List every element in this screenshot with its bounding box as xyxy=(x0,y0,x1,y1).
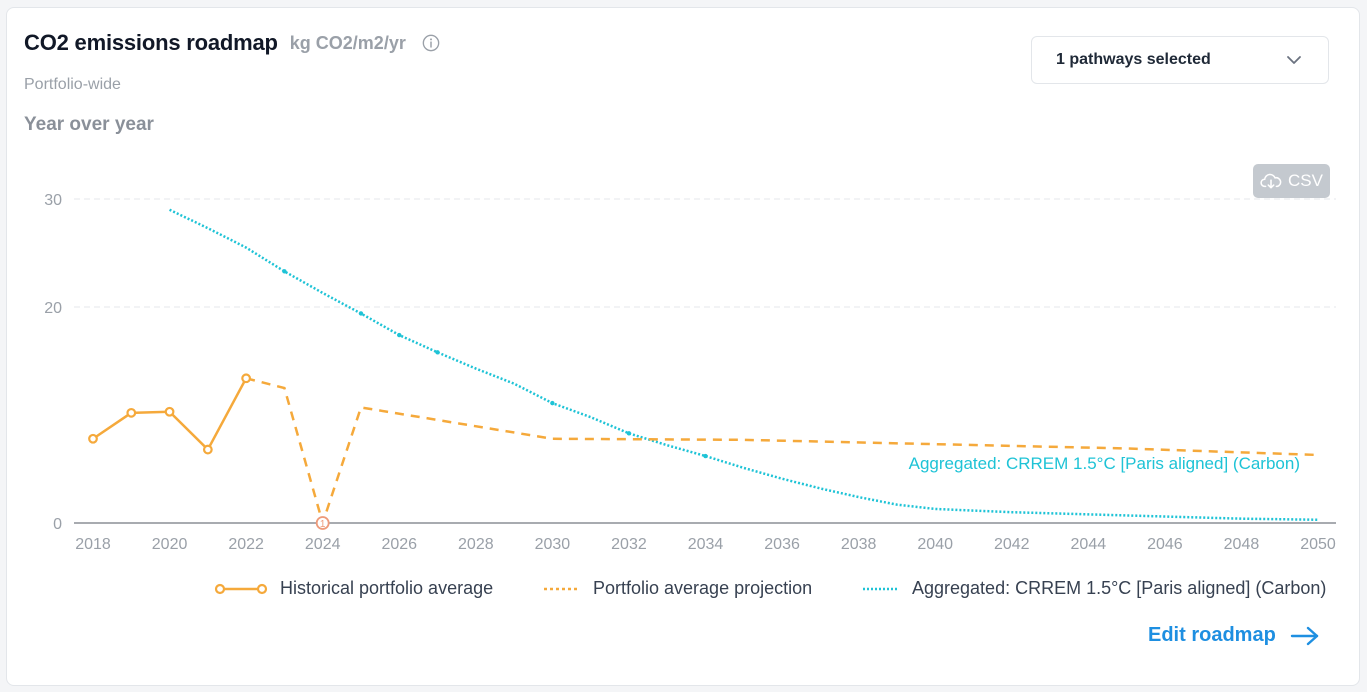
annotation-label: 1 xyxy=(320,519,326,530)
data-point-historical xyxy=(202,444,213,455)
x-tick-label: 2038 xyxy=(841,536,877,553)
data-point-historical xyxy=(126,407,137,418)
data-point-pathway xyxy=(550,400,555,406)
y-tick-label: 30 xyxy=(44,192,62,209)
x-tick-label: 2020 xyxy=(152,536,188,553)
arrow-right-icon xyxy=(1290,626,1318,645)
unit-label: kg CO2/m2/yr xyxy=(289,32,406,53)
x-tick-label: 2044 xyxy=(1071,536,1107,553)
series-line-projection xyxy=(245,377,1319,528)
data-point-historical xyxy=(164,406,175,417)
x-tick-label: 2030 xyxy=(535,536,571,553)
x-tick-label: 2032 xyxy=(611,536,647,553)
legend-historical-swatch xyxy=(214,583,268,594)
data-point-pathway xyxy=(397,332,402,338)
legend-label: Historical portfolio average xyxy=(280,578,494,598)
legend-item-pathway[interactable]: Aggregated: CRREM 1.5°C [Paris aligned] … xyxy=(862,578,1326,599)
x-tick-label: 2026 xyxy=(381,536,417,553)
x-tick-label: 2036 xyxy=(764,536,800,553)
x-tick-label: 2028 xyxy=(458,536,494,553)
y-tick-label: 0 xyxy=(53,516,62,533)
x-tick-label: 2034 xyxy=(688,536,724,553)
section-heading: Year over year xyxy=(24,114,154,135)
series-label-pathway: Aggregated: CRREM 1.5°C [Paris aligned] … xyxy=(909,454,1300,473)
x-tick-label: 2042 xyxy=(994,536,1030,553)
annotation-marker xyxy=(315,516,330,530)
cloud-download-icon xyxy=(1260,173,1282,189)
x-tick-label: 2022 xyxy=(228,536,264,553)
x-tick-label: 2050 xyxy=(1300,536,1336,553)
data-point-pathway xyxy=(703,453,708,459)
data-point-pathway xyxy=(626,431,632,436)
data-point-pathway xyxy=(435,350,440,355)
data-point-historical xyxy=(241,373,252,384)
page-title: CO2 emissions roadmap xyxy=(24,30,278,55)
y-tick-label: 20 xyxy=(44,300,62,317)
x-tick-label: 2046 xyxy=(1147,536,1183,553)
legend-item-projection[interactable]: Portfolio average projection xyxy=(543,578,812,599)
legend-label: Portfolio average projection xyxy=(593,578,813,598)
x-tick-label: 2048 xyxy=(1224,536,1260,553)
emissions-roadmap-card xyxy=(6,7,1360,686)
legend-item-historical[interactable]: Historical portfolio average xyxy=(214,578,493,599)
pathways-dropdown[interactable]: 1 pathways selected xyxy=(1031,36,1329,84)
data-point-pathway xyxy=(358,311,364,316)
edit-roadmap-link[interactable]: Edit roadmap xyxy=(1148,624,1320,647)
data-point-pathway xyxy=(282,269,287,274)
csv-label: CSV xyxy=(1288,171,1323,190)
x-tick-label: 2040 xyxy=(917,536,953,553)
legend-pathway-swatch xyxy=(863,587,899,590)
x-tick-label: 2018 xyxy=(75,536,111,553)
edit-roadmap-label: Edit roadmap xyxy=(1148,624,1276,646)
info-icon[interactable] xyxy=(422,34,440,52)
dropdown-label: 1 pathways selected xyxy=(1056,51,1211,68)
csv-download-button[interactable]: CSV xyxy=(1253,164,1330,198)
series-line-pathway xyxy=(169,208,1319,522)
legend-label: Aggregated: CRREM 1.5°C [Paris aligned] … xyxy=(912,578,1327,598)
data-point-historical xyxy=(88,433,98,444)
chart-legend: Historical portfolio average Portfolio a… xyxy=(0,578,1330,602)
chevron-down-icon xyxy=(1287,56,1301,64)
subtitle: Portfolio-wide xyxy=(24,76,121,93)
x-tick-label: 2024 xyxy=(305,536,341,553)
legend-projection-swatch xyxy=(544,587,580,590)
title-row: CO2 emissions roadmap kg CO2/m2/yr xyxy=(24,30,440,56)
